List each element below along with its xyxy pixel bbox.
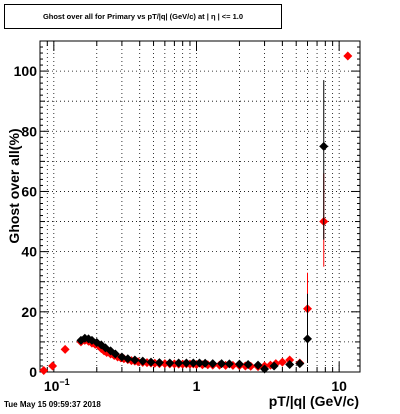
data-point-black [110, 349, 120, 359]
data-point-black [188, 358, 198, 368]
series-red [39, 51, 353, 375]
y-tick-label: 60 [21, 183, 37, 199]
data-point-black [200, 358, 210, 368]
timestamp: Tue May 15 09:59:37 2018 [4, 400, 101, 409]
data-point-black [146, 357, 156, 367]
data-point-red [285, 355, 295, 365]
data-point-black [224, 359, 234, 369]
data-point-black [303, 334, 313, 344]
y-axis-label: Ghost over all(%) [6, 128, 22, 243]
x-tick-label: 10−1 [44, 377, 70, 394]
data-point-red [48, 361, 58, 371]
data-point-black [208, 359, 218, 369]
y-tick-label: 80 [21, 123, 37, 139]
data-point-black [138, 356, 148, 366]
series-layer [39, 51, 353, 375]
data-point-black [243, 359, 253, 369]
data-point-black [130, 355, 140, 365]
y-tick-label: 20 [21, 304, 37, 320]
data-point-red [39, 365, 49, 375]
grid-lines [40, 40, 360, 372]
data-point-black [234, 359, 244, 369]
data-point-black [123, 354, 133, 364]
data-point-black [181, 358, 191, 368]
data-point-black [174, 358, 184, 368]
data-point-black [285, 359, 295, 369]
x-tick-label: 10 [331, 378, 347, 394]
data-point-black [154, 358, 164, 368]
x-tick-label-exponent: −1 [59, 377, 69, 387]
x-axis-label: pT/|q| (GeV/c) [269, 393, 359, 409]
chart-title: Ghost over all for Primary vs pT/|q| (Ge… [4, 4, 282, 29]
data-point-red [343, 51, 353, 61]
data-point-black [319, 141, 329, 151]
data-point-black [195, 358, 205, 368]
data-point-black [165, 358, 175, 368]
data-point-black [260, 364, 270, 374]
y-tick-label: 100 [14, 63, 38, 79]
data-point-black [253, 360, 263, 370]
y-tick-label: 0 [29, 364, 37, 380]
x-tick-label: 1 [193, 378, 201, 394]
data-point-black [269, 361, 279, 371]
data-point-red [60, 344, 70, 354]
data-point-red [277, 357, 287, 367]
data-point-black [295, 359, 305, 369]
axes: 0 20 40 60 80 100 10−1 1 10 [14, 40, 360, 394]
y-tick-label: 40 [21, 244, 37, 260]
data-point-black [217, 359, 227, 369]
plot-frame [39, 40, 361, 373]
series-black [76, 80, 329, 374]
